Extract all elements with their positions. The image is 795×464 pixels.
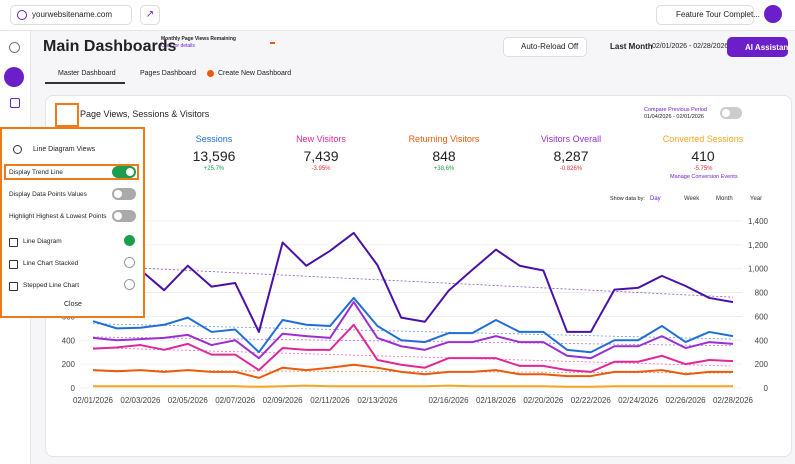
toggle-knob xyxy=(126,168,134,176)
trend-line xyxy=(93,324,733,339)
view-label: Stepped Line Chart xyxy=(23,282,79,289)
toggle-knob xyxy=(114,212,122,220)
stat-change: +38.6% xyxy=(394,166,494,172)
granularity-button[interactable]: Month xyxy=(716,196,733,202)
y-tick-label: 800 xyxy=(755,289,769,298)
y-tick-label: 400 xyxy=(755,336,769,345)
view-label: Line Diagram xyxy=(23,238,62,245)
y-tick-label: 1,000 xyxy=(748,265,769,274)
x-tick-label: 02/24/2026 xyxy=(618,396,659,405)
stat-value: 8,287 xyxy=(521,148,621,164)
stat-label: Visitors Overall xyxy=(521,134,621,144)
stat-change: -0.826% xyxy=(521,166,621,172)
x-tick-label: 02/01/2026 xyxy=(73,396,114,405)
stat-value: 13,596 xyxy=(164,148,264,164)
x-tick-label: 02/16/2026 xyxy=(429,396,470,405)
view-icon xyxy=(9,238,18,247)
x-tick-label: 02/05/2026 xyxy=(168,396,209,405)
x-tick-label: 02/07/2026 xyxy=(215,396,256,405)
granularity-button[interactable]: Week xyxy=(684,196,699,202)
y-tick-label: 200 xyxy=(62,360,76,369)
trend-line xyxy=(93,348,733,366)
granularity-button[interactable]: Day xyxy=(650,196,661,202)
y-tick-label: 600 xyxy=(755,312,769,321)
popup-title: Line Diagram Views xyxy=(33,146,95,153)
x-tick-label: 02/22/2026 xyxy=(571,396,612,405)
x-tick-label: 02/26/2026 xyxy=(666,396,707,405)
y-tick-label: 1,200 xyxy=(748,241,769,250)
popup-close[interactable]: Close xyxy=(64,301,82,308)
stat-value: 410 xyxy=(653,148,753,164)
stat-label: New Visitors xyxy=(271,134,371,144)
granularity-button[interactable]: Year xyxy=(750,196,762,202)
stat-label: Returning Visitors xyxy=(394,134,494,144)
stat-label: Converted Sessions xyxy=(653,134,753,144)
toggle-label: Display Data Points Values xyxy=(9,191,87,198)
y-tick-label: 200 xyxy=(755,360,769,369)
toggle[interactable] xyxy=(112,166,136,178)
x-tick-label: 02/20/2026 xyxy=(523,396,564,405)
view-icon xyxy=(9,260,18,269)
toggle[interactable] xyxy=(112,188,136,200)
toggle-label: Highlight Highest & Lowest Points xyxy=(9,213,107,220)
toggle[interactable] xyxy=(112,210,136,222)
toggle-knob xyxy=(114,190,122,198)
stat-label: Sessions xyxy=(164,134,264,144)
series-line xyxy=(93,233,733,332)
view-radio[interactable] xyxy=(124,257,135,268)
y-tick-label: 400 xyxy=(62,336,76,345)
toggle-label: Display Trend Line xyxy=(9,169,63,176)
x-tick-label: 02/18/2026 xyxy=(476,396,517,405)
x-tick-label: 02/11/2026 xyxy=(310,396,350,405)
stat-value: 848 xyxy=(394,148,494,164)
stat-change: -3.95% xyxy=(271,166,371,172)
x-tick-label: 02/28/2026 xyxy=(713,396,754,405)
y-tick-label: 0 xyxy=(71,384,76,393)
view-radio[interactable] xyxy=(124,279,135,290)
y-tick-label: 1,400 xyxy=(748,217,769,226)
view-icon xyxy=(9,282,18,291)
popup-icon xyxy=(13,145,22,154)
view-label: Line Chart Stacked xyxy=(23,260,78,267)
stat-change: -5.75% xyxy=(653,166,753,172)
stat-change: +25.7% xyxy=(164,166,264,172)
y-tick-label: 0 xyxy=(764,384,769,393)
stat-value: 7,439 xyxy=(271,148,371,164)
series-line xyxy=(93,302,733,358)
series-line xyxy=(93,386,733,387)
view-radio[interactable] xyxy=(124,235,135,246)
x-tick-label: 02/03/2026 xyxy=(120,396,161,405)
line-views-popup: Line Diagram Views Display Trend Line Dis… xyxy=(0,127,145,318)
x-tick-label: 02/13/2026 xyxy=(357,396,398,405)
x-tick-label: 02/09/2026 xyxy=(263,396,304,405)
